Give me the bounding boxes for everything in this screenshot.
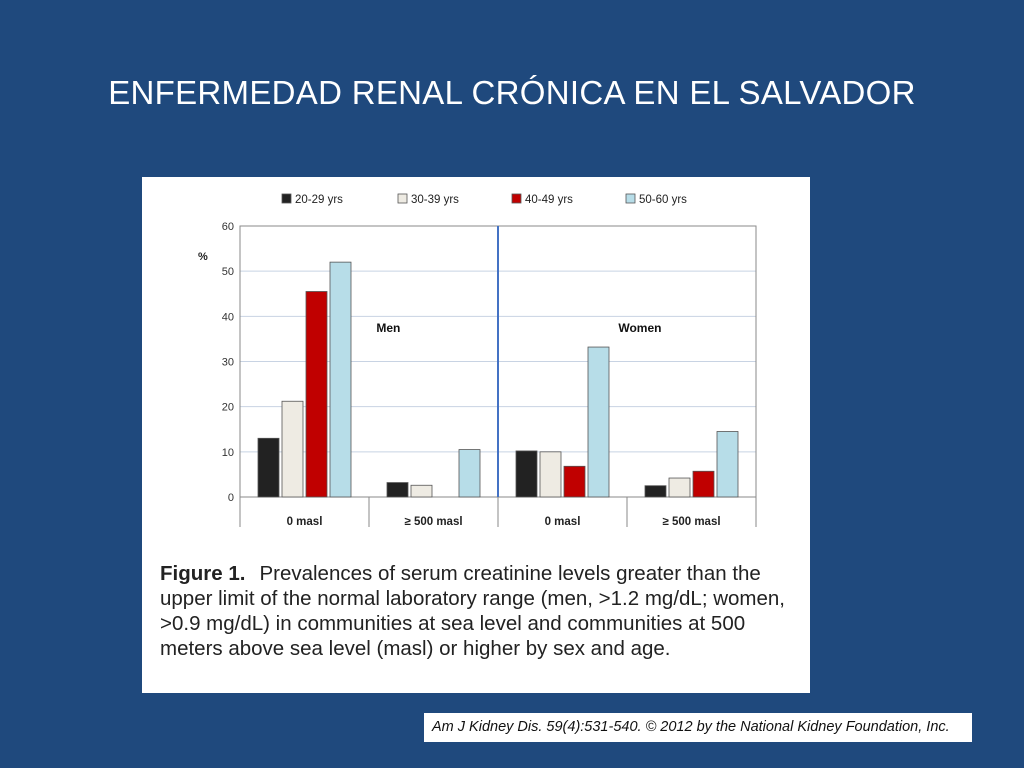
bar <box>644 485 667 498</box>
bar <box>281 400 304 498</box>
figure-caption-text: Prevalences of serum creatinine levels g… <box>160 562 785 660</box>
x-tick-label: ≥ 500 masl <box>404 516 462 528</box>
legend-swatch <box>625 193 636 204</box>
bar <box>563 465 586 498</box>
y-axis-label: % <box>198 251 208 263</box>
x-tick-label: 0 masl <box>287 516 323 528</box>
bar <box>668 477 691 498</box>
x-tick-label: ≥ 500 masl <box>662 516 720 528</box>
bar <box>539 451 562 498</box>
slide-title: ENFERMEDAD RENAL CRÓNICA EN EL SALVADOR <box>108 74 916 111</box>
citation: Am J Kidney Dis. 59(4):531-540. © 2012 b… <box>424 713 972 742</box>
panel-label-men: Men <box>376 321 400 335</box>
y-tick-label: 20 <box>222 402 234 414</box>
y-tick-label: 10 <box>222 447 234 459</box>
legend-swatch <box>511 193 522 204</box>
bar <box>386 482 409 498</box>
bar <box>458 449 481 498</box>
legend-label: 30-39 yrs <box>411 194 459 206</box>
panel-label-women: Women <box>618 321 661 335</box>
bar <box>716 431 739 498</box>
bar <box>305 291 328 498</box>
bar <box>329 261 352 498</box>
bar <box>515 450 538 498</box>
y-tick-label: 50 <box>222 266 234 278</box>
y-tick-label: 40 <box>222 311 234 323</box>
y-tick-label: 0 <box>228 492 234 504</box>
legend-label: 20-29 yrs <box>295 194 343 206</box>
figure-panel: 0 10 20 30 40 50 60% 0 masl ≥ 500 masl 0 masl ≥ 50… <box>142 177 810 693</box>
y-tick-label: 60 <box>222 221 234 233</box>
legend-label: 40-49 yrs <box>525 194 573 206</box>
bar <box>587 346 610 498</box>
bar <box>257 437 280 498</box>
legend-swatch <box>281 193 292 204</box>
x-tick-label: 0 masl <box>545 516 581 528</box>
figure-label: Figure 1. <box>160 562 246 585</box>
figure-caption: Figure 1. Prevalences of serum creatinine… <box>160 561 800 661</box>
bar <box>410 484 433 498</box>
legend-swatch <box>397 193 408 204</box>
legend-label: 50-60 yrs <box>639 194 687 206</box>
bar <box>692 470 715 498</box>
y-tick-label: 30 <box>222 357 234 369</box>
bar-chart: 0 10 20 30 40 50 60% 0 masl ≥ 500 masl 0 masl ≥ 50… <box>198 193 757 528</box>
